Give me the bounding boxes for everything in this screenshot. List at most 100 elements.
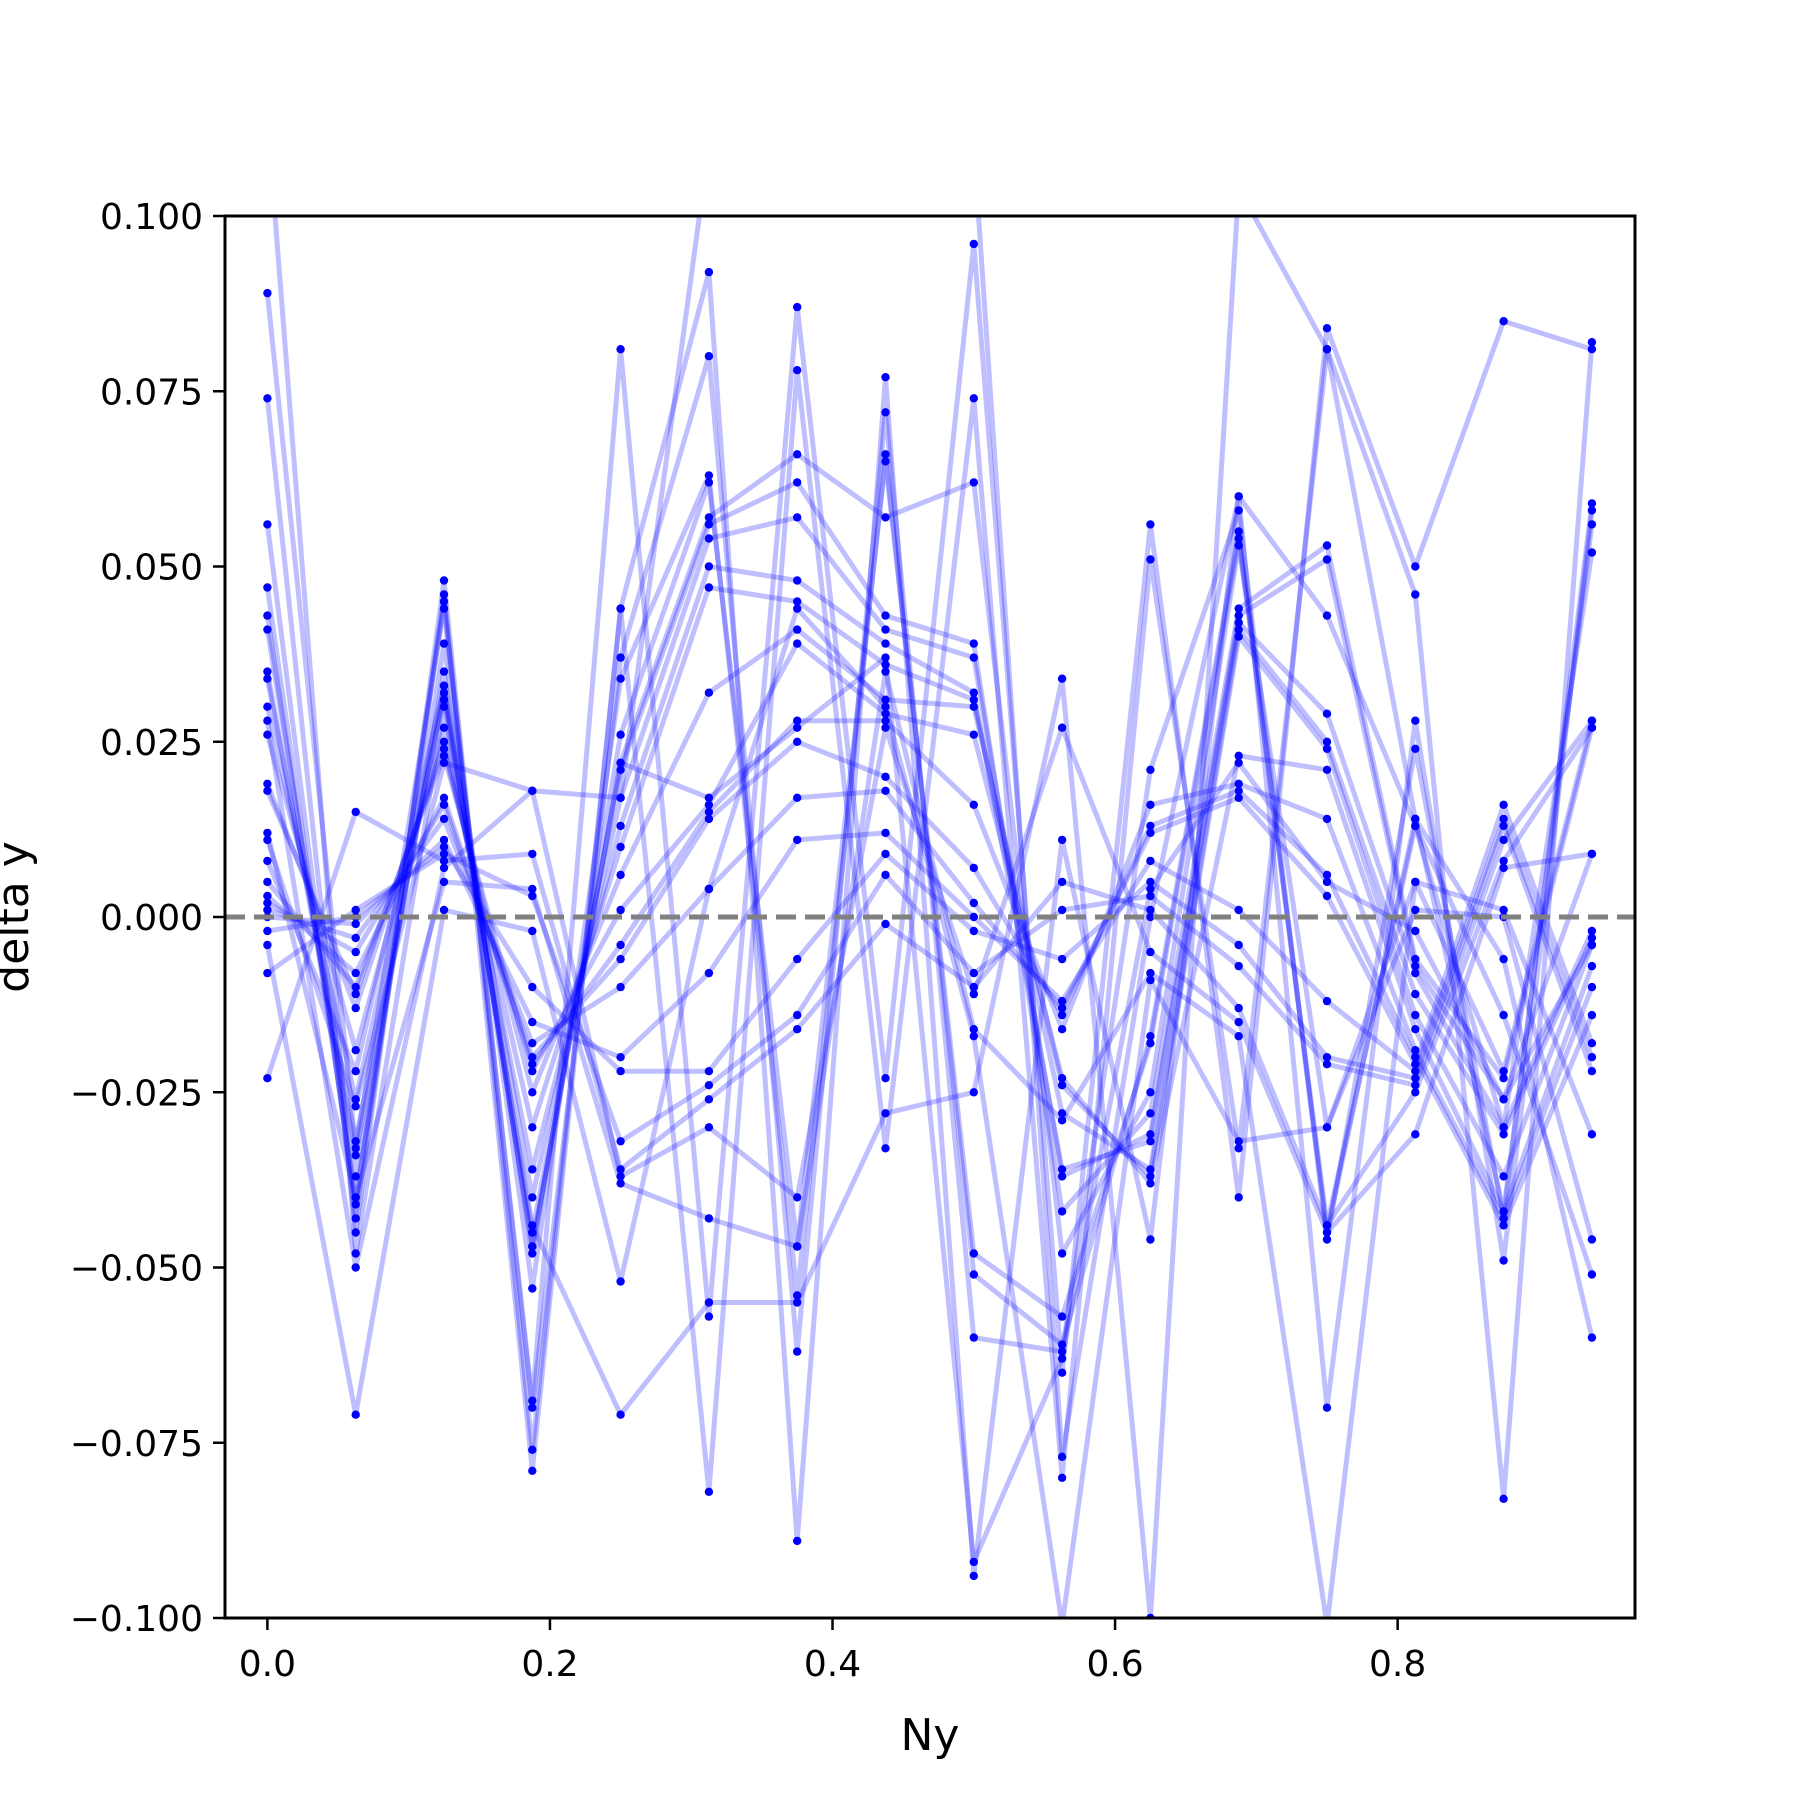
- data-point: [1411, 821, 1420, 831]
- data-point: [351, 1151, 360, 1160]
- data-point: [528, 1123, 537, 1132]
- data-point: [439, 639, 449, 648]
- data-point: [881, 786, 890, 795]
- data-point: [439, 842, 449, 852]
- data-point: [1499, 1214, 1508, 1223]
- data-point: [1411, 1067, 1420, 1076]
- data-point: [1411, 968, 1420, 978]
- data-point: [439, 744, 449, 753]
- data-point: [263, 898, 272, 908]
- y-tick-label: −0.050: [70, 1249, 203, 1290]
- y-tick-label: 0.075: [100, 372, 203, 413]
- data-point: [1057, 1172, 1067, 1181]
- data-point: [1146, 905, 1155, 915]
- data-point: [1587, 1235, 1597, 1244]
- series-line: [264, 606, 1595, 1618]
- series-line: [265, 655, 1595, 1565]
- data-point: [263, 1074, 272, 1083]
- data-point: [616, 604, 625, 613]
- data-point: [1322, 709, 1332, 718]
- data-point: [1234, 779, 1243, 788]
- data-point: [969, 968, 978, 978]
- data-point: [969, 800, 978, 809]
- data-point: [1146, 1109, 1155, 1118]
- series-line: [264, 669, 1595, 1618]
- data-point: [439, 667, 449, 676]
- data-point: [1146, 1179, 1155, 1188]
- data-point: [1411, 905, 1420, 915]
- data-point: [1411, 1074, 1420, 1083]
- data-point: [351, 947, 360, 957]
- data-point: [881, 695, 890, 704]
- series-line: [264, 451, 1595, 1256]
- series-21: [263, 716, 1597, 1272]
- data-point: [616, 765, 625, 774]
- data-point: [969, 982, 978, 992]
- data-point: [1234, 793, 1243, 802]
- data-point: [1146, 765, 1155, 774]
- data-point: [528, 1221, 537, 1230]
- data-point: [704, 1298, 714, 1307]
- data-point: [1411, 590, 1420, 599]
- data-point: [439, 800, 449, 809]
- data-point: [970, 142, 978, 150]
- data-point: [1499, 856, 1508, 866]
- data-point: [351, 982, 360, 992]
- data-point: [793, 835, 802, 845]
- data-point: [616, 821, 625, 831]
- data-point: [528, 1403, 537, 1412]
- data-point: [351, 807, 360, 817]
- series-line: [264, 720, 1593, 1270]
- data-point: [704, 1312, 714, 1321]
- data-point: [1057, 1010, 1067, 1020]
- data-point: [969, 1249, 978, 1258]
- series-14: [263, 716, 1597, 1223]
- data-point: [1234, 961, 1243, 971]
- data-point: [1146, 1137, 1155, 1146]
- data-point: [1499, 835, 1508, 845]
- data-point: [351, 1228, 360, 1237]
- data-point: [528, 1228, 537, 1237]
- data-point: [263, 702, 272, 711]
- data-point: [881, 1109, 890, 1118]
- data-point: [1499, 1010, 1508, 1020]
- data-point: [263, 520, 272, 529]
- data-point: [1499, 1172, 1508, 1181]
- data-point: [528, 1017, 537, 1027]
- data-point: [528, 926, 537, 936]
- series-line: [265, 641, 1595, 1214]
- data-point: [263, 877, 272, 887]
- data-point: [263, 926, 272, 936]
- data-point: [793, 302, 802, 312]
- data-point: [1411, 954, 1420, 964]
- data-point: [793, 737, 802, 746]
- data-point: [263, 905, 272, 915]
- data-point: [969, 912, 978, 922]
- data-point: [439, 856, 449, 866]
- data-point: [704, 478, 714, 487]
- data-point: [263, 891, 272, 901]
- data-point: [1411, 744, 1420, 753]
- data-point: [704, 1123, 714, 1132]
- data-point: [1146, 1088, 1155, 1097]
- data-point: [881, 625, 890, 634]
- data-point: [1499, 954, 1508, 964]
- data-point: [1499, 1130, 1508, 1139]
- y-tick-label: −0.100: [70, 1599, 203, 1640]
- data-point: [969, 639, 978, 648]
- data-point: [439, 835, 449, 845]
- data-point: [969, 1088, 978, 1097]
- data-point: [1322, 877, 1332, 887]
- data-point: [1322, 541, 1332, 550]
- data-point: [1587, 520, 1597, 529]
- data-point: [705, 142, 713, 150]
- data-point: [1234, 1017, 1243, 1027]
- data-point: [793, 954, 802, 964]
- data-point: [1322, 345, 1332, 354]
- data-point: [1322, 744, 1332, 753]
- data-point: [1499, 317, 1508, 326]
- data-point: [969, 688, 978, 697]
- data-point: [351, 989, 360, 999]
- data-point: [616, 842, 625, 852]
- data-point: [351, 1095, 360, 1104]
